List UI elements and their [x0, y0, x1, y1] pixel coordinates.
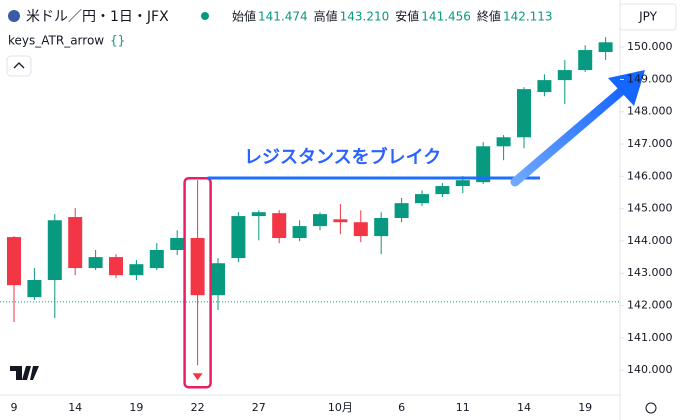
candle-body — [251, 212, 266, 217]
candle-body — [272, 213, 287, 239]
tv-logo — [10, 366, 39, 380]
status-dot — [201, 12, 209, 20]
candle-body — [47, 220, 62, 281]
currency-button[interactable] — [619, 3, 677, 31]
symbol: 米ドル／円・1日・JFX — [26, 9, 169, 25]
arrow-head — [608, 70, 645, 106]
candle-body — [211, 263, 225, 296]
candle-body — [598, 42, 613, 52]
candle-body — [190, 238, 205, 296]
candle-body — [149, 249, 164, 269]
arrow-shaft — [510, 83, 630, 187]
candle-body — [455, 180, 470, 187]
collapse-button[interactable] — [6, 55, 32, 77]
candle-body — [88, 257, 103, 269]
candle-body — [496, 137, 511, 147]
highlight-box — [183, 176, 212, 389]
x-tick-label: 27 — [252, 401, 266, 414]
candle-body — [557, 70, 572, 81]
candle-body — [292, 226, 307, 239]
annotation: レジスタンスをブレイク — [244, 146, 441, 168]
candle-body — [68, 217, 83, 269]
candle-body — [517, 89, 531, 138]
indicator-icon: {} — [110, 34, 125, 48]
y-tick-label: 144.000 — [627, 234, 673, 247]
candle-body — [415, 194, 429, 204]
candle-body — [353, 222, 368, 237]
candle-body — [129, 264, 144, 276]
y-tick-label: 142.000 — [627, 299, 673, 312]
ohlc-name: 終値 — [477, 9, 501, 24]
y-tick-label: 149.000 — [627, 72, 673, 85]
x-tick-label: 14 — [68, 401, 82, 414]
candle-body — [394, 203, 409, 219]
settings-icon[interactable] — [645, 402, 657, 414]
ohlc-value: 142.113 — [503, 10, 553, 24]
y-tick-label: 145.000 — [627, 202, 673, 215]
x-tick-label: 22 — [191, 401, 205, 414]
candle-body — [313, 214, 327, 227]
candle-body — [374, 218, 389, 237]
y-tick-label: 150.000 — [627, 40, 673, 53]
header: 米ドル／円・1日・JFX 始値 141.474 高値 143.210 安値 141.456… — [8, 9, 553, 25]
ohlc-value: 141.474 — [258, 10, 308, 24]
candle-body — [476, 146, 491, 183]
ohlc-value: 143.210 — [340, 10, 390, 24]
y-tick-label: 140.000 — [627, 363, 673, 376]
x-tick-label: 6 — [398, 401, 405, 414]
x-tick-label: 9 — [11, 401, 18, 414]
x-tick-label: 10月 — [328, 401, 353, 414]
x-tick-label: 11 — [456, 401, 470, 414]
flag-icon — [8, 10, 20, 22]
candle-body — [170, 238, 185, 250]
candle-body — [435, 186, 450, 195]
x-tick-label: 14 — [517, 401, 531, 414]
signal-triangle — [192, 373, 203, 381]
ohlc-name: 安値 — [395, 9, 419, 24]
y-tick-label: 147.000 — [627, 137, 673, 150]
candle-body — [27, 280, 42, 298]
ohlc-name: 高値 — [314, 9, 338, 24]
candle-body — [333, 219, 348, 223]
y-tick-label: 146.000 — [627, 169, 673, 182]
y-tick-label: 141.000 — [627, 331, 673, 344]
ohlc-name: 始値 — [232, 9, 256, 24]
candle-body — [537, 80, 552, 93]
candle-body — [231, 216, 246, 259]
candle-body — [109, 257, 123, 276]
candle-body — [7, 237, 21, 286]
collapse-icon — [13, 62, 25, 69]
x-tick-label: 19 — [578, 401, 592, 414]
x-tick-label: 19 — [129, 401, 143, 414]
candle-body — [578, 50, 593, 71]
indicator-name: keys_ATR_arrow — [8, 34, 104, 48]
y-tick-label: 143.000 — [627, 266, 673, 279]
ohlc-value: 141.456 — [421, 10, 471, 24]
y-tick-label: 148.000 — [627, 105, 673, 118]
currency: JPY — [638, 10, 658, 24]
